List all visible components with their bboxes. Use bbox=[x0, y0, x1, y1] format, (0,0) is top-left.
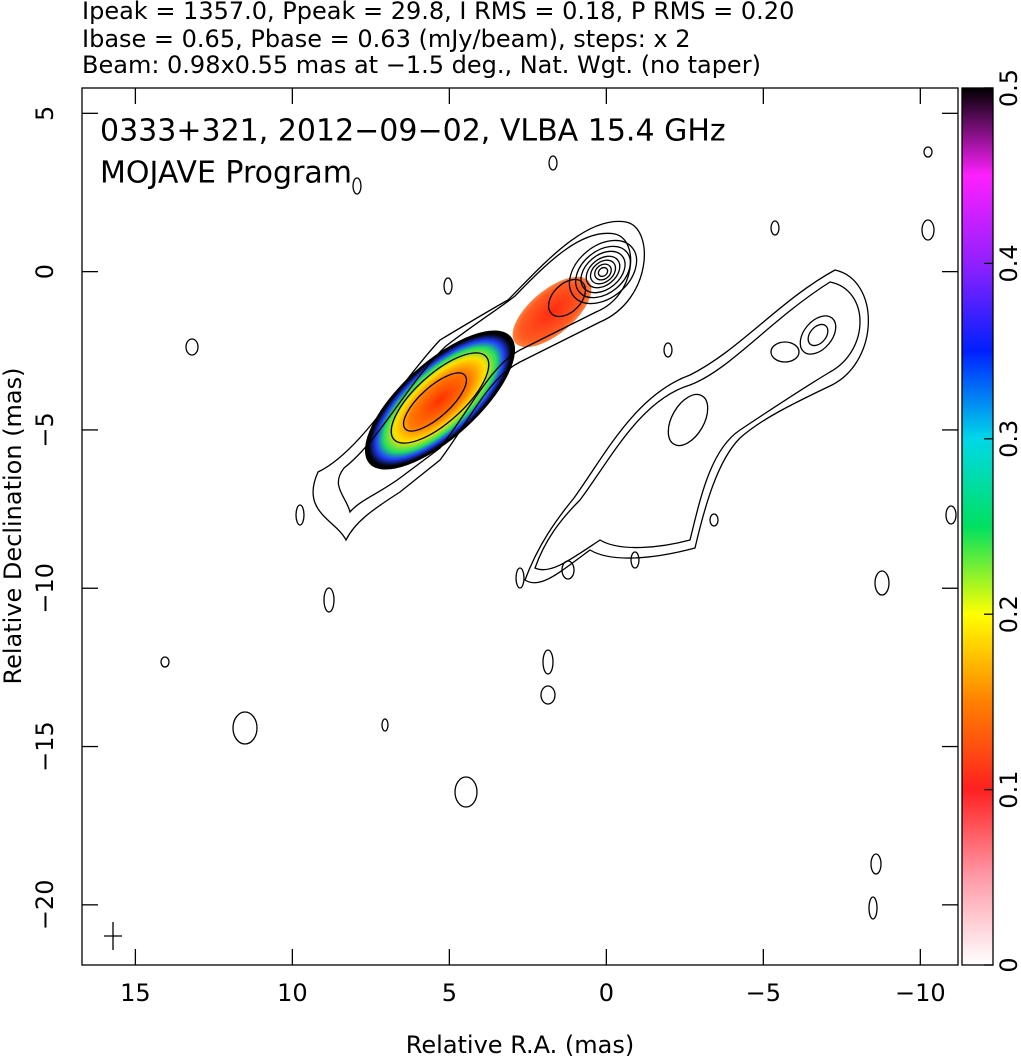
header-line: Beam: 0.98x0.55 mas at −1.5 deg., Nat. W… bbox=[82, 51, 761, 79]
header-line: Ibase = 0.65, Pbase = 0.63 (mJy/beam), s… bbox=[82, 25, 691, 53]
colorbar-tick-label: 0.3 bbox=[995, 420, 1021, 458]
x-axis-label: Relative R.A. (mas) bbox=[406, 1031, 634, 1059]
pol-intensity bbox=[364, 330, 516, 470]
pol-contours bbox=[524, 269, 870, 584]
y-tick-label: 0 bbox=[31, 264, 59, 279]
colorbar-tick-label: 0 bbox=[995, 957, 1021, 972]
header-line: Ipeak = 1357.0, Ppeak = 29.8, I RMS = 0.… bbox=[82, 0, 794, 25]
x-tick-label: 5 bbox=[442, 979, 457, 1007]
y-tick-label: 5 bbox=[31, 106, 59, 121]
x-tick-label: 15 bbox=[120, 979, 151, 1007]
y-tick-label: −5 bbox=[31, 412, 59, 447]
y-tick-label: −20 bbox=[31, 880, 59, 931]
colorbar-tick-label: 0.5 bbox=[995, 69, 1021, 107]
x-tick-label: 0 bbox=[599, 979, 614, 1007]
image-layer bbox=[104, 146, 957, 950]
colorbar bbox=[961, 87, 994, 966]
y-tick-label: −15 bbox=[31, 721, 59, 772]
y-tick-label: −10 bbox=[31, 563, 59, 614]
plot-frame bbox=[81, 87, 959, 966]
y-axis-label: Relative Declination (mas) bbox=[0, 367, 27, 684]
annotation: 0333+321, 2012−09−02, VLBA 15.4 GHz bbox=[100, 114, 726, 149]
x-tick-label: −10 bbox=[895, 979, 946, 1007]
contours bbox=[160, 146, 957, 920]
x-tick-label: 10 bbox=[277, 979, 308, 1007]
colorbar-tick-label: 0.2 bbox=[995, 595, 1021, 633]
beam bbox=[104, 922, 122, 950]
colorbar-tick-label: 0.4 bbox=[995, 244, 1021, 282]
annotation: MOJAVE Program bbox=[100, 156, 352, 191]
colorbar-tick-label: 0.1 bbox=[995, 771, 1021, 809]
x-tick-label: −5 bbox=[746, 979, 781, 1007]
